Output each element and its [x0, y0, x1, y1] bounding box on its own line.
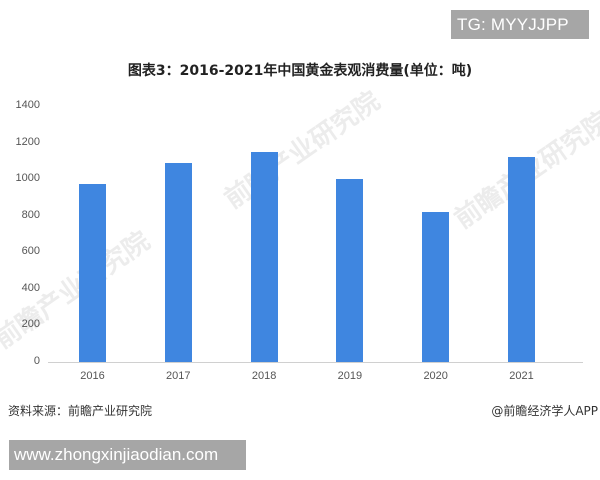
y-tick-label: 1400 — [15, 99, 40, 111]
credit-note: @前瞻经济学人APP — [491, 404, 598, 418]
bar-2018 — [250, 151, 278, 362]
x-tick-label: 2018 — [251, 370, 277, 382]
y-tick-label: 200 — [21, 318, 40, 331]
bar-2016 — [79, 183, 106, 362]
bar-2017 — [164, 162, 192, 362]
bottom-watermark-banner: www.zhongxinjiaodian.com — [9, 440, 246, 470]
y-tick-label: 1200 — [15, 135, 40, 148]
bar-2021 — [508, 157, 535, 362]
source-note: 资料来源：前瞻产业研究院 — [8, 404, 153, 418]
x-tick-label: 2021 — [509, 370, 534, 382]
bar-2019 — [336, 178, 364, 362]
top-watermark-banner: TG: MYYJJPP — [451, 10, 589, 39]
bar-2020 — [422, 211, 450, 362]
chart-title: 图表3：2016-2021年中国黄金表观消费量(单位：吨) — [127, 63, 473, 79]
y-tick-label: 1000 — [15, 172, 40, 185]
y-tick-label: 400 — [21, 281, 40, 294]
x-tick-label: 2020 — [423, 370, 448, 382]
x-tick-label: 2016 — [80, 370, 105, 382]
y-tick-label: 800 — [21, 208, 40, 221]
top-banner-text: TG: MYYJJPP — [457, 14, 569, 34]
bottom-banner-text: www.zhongxinjiaodian.com — [14, 445, 219, 464]
x-tick-label: 2019 — [337, 370, 363, 382]
bar-chart: 0 200 400 600 800 1000 1200 1400 2016 2017 2018 20… — [15, 99, 583, 382]
y-tick-label: 600 — [21, 245, 40, 258]
x-tick-label: 2017 — [166, 370, 191, 382]
x-axis-line — [48, 362, 583, 363]
y-tick-label: 0 — [33, 355, 40, 367]
